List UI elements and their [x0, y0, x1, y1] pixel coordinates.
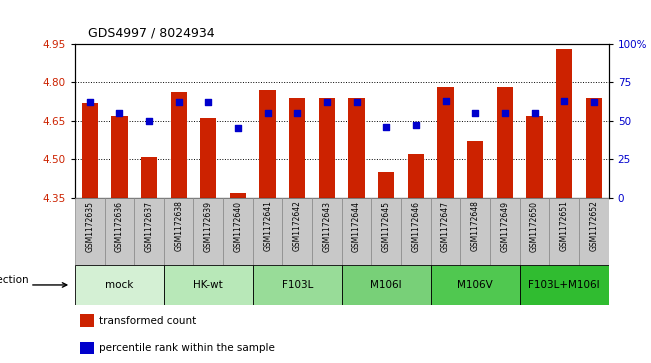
Point	[559, 98, 570, 103]
Text: GSM1172635: GSM1172635	[85, 200, 94, 252]
Text: percentile rank within the sample: percentile rank within the sample	[99, 343, 275, 353]
Text: GSM1172644: GSM1172644	[352, 200, 361, 252]
Text: F103L: F103L	[282, 280, 313, 290]
Bar	[141, 157, 157, 198]
Point	[144, 118, 154, 123]
Point	[85, 99, 95, 105]
Text: GSM1172648: GSM1172648	[471, 200, 480, 252]
Bar	[378, 172, 395, 198]
Bar	[586, 98, 602, 198]
Text: infection: infection	[0, 275, 29, 285]
Bar	[283, 198, 312, 265]
Bar	[556, 49, 572, 198]
Point	[262, 110, 273, 116]
Bar	[549, 198, 579, 265]
Text: GSM1172651: GSM1172651	[560, 200, 569, 252]
Text: GSM1172636: GSM1172636	[115, 200, 124, 252]
Point	[470, 110, 480, 116]
Bar	[312, 198, 342, 265]
Text: HK-wt: HK-wt	[193, 280, 223, 290]
Bar	[401, 198, 431, 265]
Point	[440, 98, 450, 103]
Bar	[134, 198, 164, 265]
Bar	[75, 265, 164, 305]
Bar	[164, 265, 253, 305]
Text: GSM1172645: GSM1172645	[381, 200, 391, 252]
Bar	[490, 198, 519, 265]
Bar	[437, 87, 454, 198]
Point	[589, 99, 599, 105]
Bar	[579, 198, 609, 265]
Bar	[460, 198, 490, 265]
Bar	[164, 198, 193, 265]
Text: GSM1172652: GSM1172652	[589, 200, 598, 252]
Bar	[348, 98, 365, 198]
Bar	[372, 198, 401, 265]
Text: M106V: M106V	[458, 280, 493, 290]
Point	[381, 124, 391, 130]
Bar	[230, 193, 246, 198]
Bar	[431, 265, 519, 305]
Bar	[111, 115, 128, 198]
Bar	[519, 198, 549, 265]
Point	[233, 126, 243, 131]
Text: GSM1172650: GSM1172650	[530, 200, 539, 252]
Bar	[319, 98, 335, 198]
Bar	[431, 198, 460, 265]
Bar	[80, 342, 94, 354]
Text: GSM1172643: GSM1172643	[322, 200, 331, 252]
Point	[173, 99, 184, 105]
Text: F103L+M106I: F103L+M106I	[529, 280, 600, 290]
Bar	[342, 198, 372, 265]
Bar	[223, 198, 253, 265]
Text: GSM1172647: GSM1172647	[441, 200, 450, 252]
Bar	[253, 198, 283, 265]
Text: mock: mock	[105, 280, 133, 290]
Bar	[80, 314, 94, 327]
Bar	[289, 98, 305, 198]
Text: GDS4997 / 8024934: GDS4997 / 8024934	[88, 27, 215, 40]
Bar	[467, 141, 484, 198]
Text: GSM1172640: GSM1172640	[234, 200, 242, 252]
Point	[203, 99, 214, 105]
Text: GSM1172649: GSM1172649	[501, 200, 509, 252]
Text: GSM1172639: GSM1172639	[204, 200, 213, 252]
Bar	[253, 265, 342, 305]
Bar	[200, 118, 217, 198]
Bar	[81, 103, 98, 198]
Bar	[342, 265, 431, 305]
Bar	[527, 115, 543, 198]
Point	[114, 110, 124, 116]
Point	[411, 122, 421, 128]
Point	[500, 110, 510, 116]
Text: transformed count: transformed count	[99, 315, 196, 326]
Bar	[519, 265, 609, 305]
Text: GSM1172642: GSM1172642	[293, 200, 302, 252]
Text: M106I: M106I	[370, 280, 402, 290]
Text: GSM1172637: GSM1172637	[145, 200, 154, 252]
Bar	[193, 198, 223, 265]
Bar	[497, 87, 513, 198]
Point	[529, 110, 540, 116]
Bar	[75, 198, 105, 265]
Bar	[171, 93, 187, 198]
Text: GSM1172646: GSM1172646	[411, 200, 421, 252]
Text: GSM1172641: GSM1172641	[263, 200, 272, 252]
Point	[352, 99, 362, 105]
Bar	[105, 198, 134, 265]
Bar	[408, 154, 424, 198]
Text: GSM1172638: GSM1172638	[174, 200, 183, 252]
Bar	[260, 90, 276, 198]
Point	[322, 99, 332, 105]
Point	[292, 110, 303, 116]
